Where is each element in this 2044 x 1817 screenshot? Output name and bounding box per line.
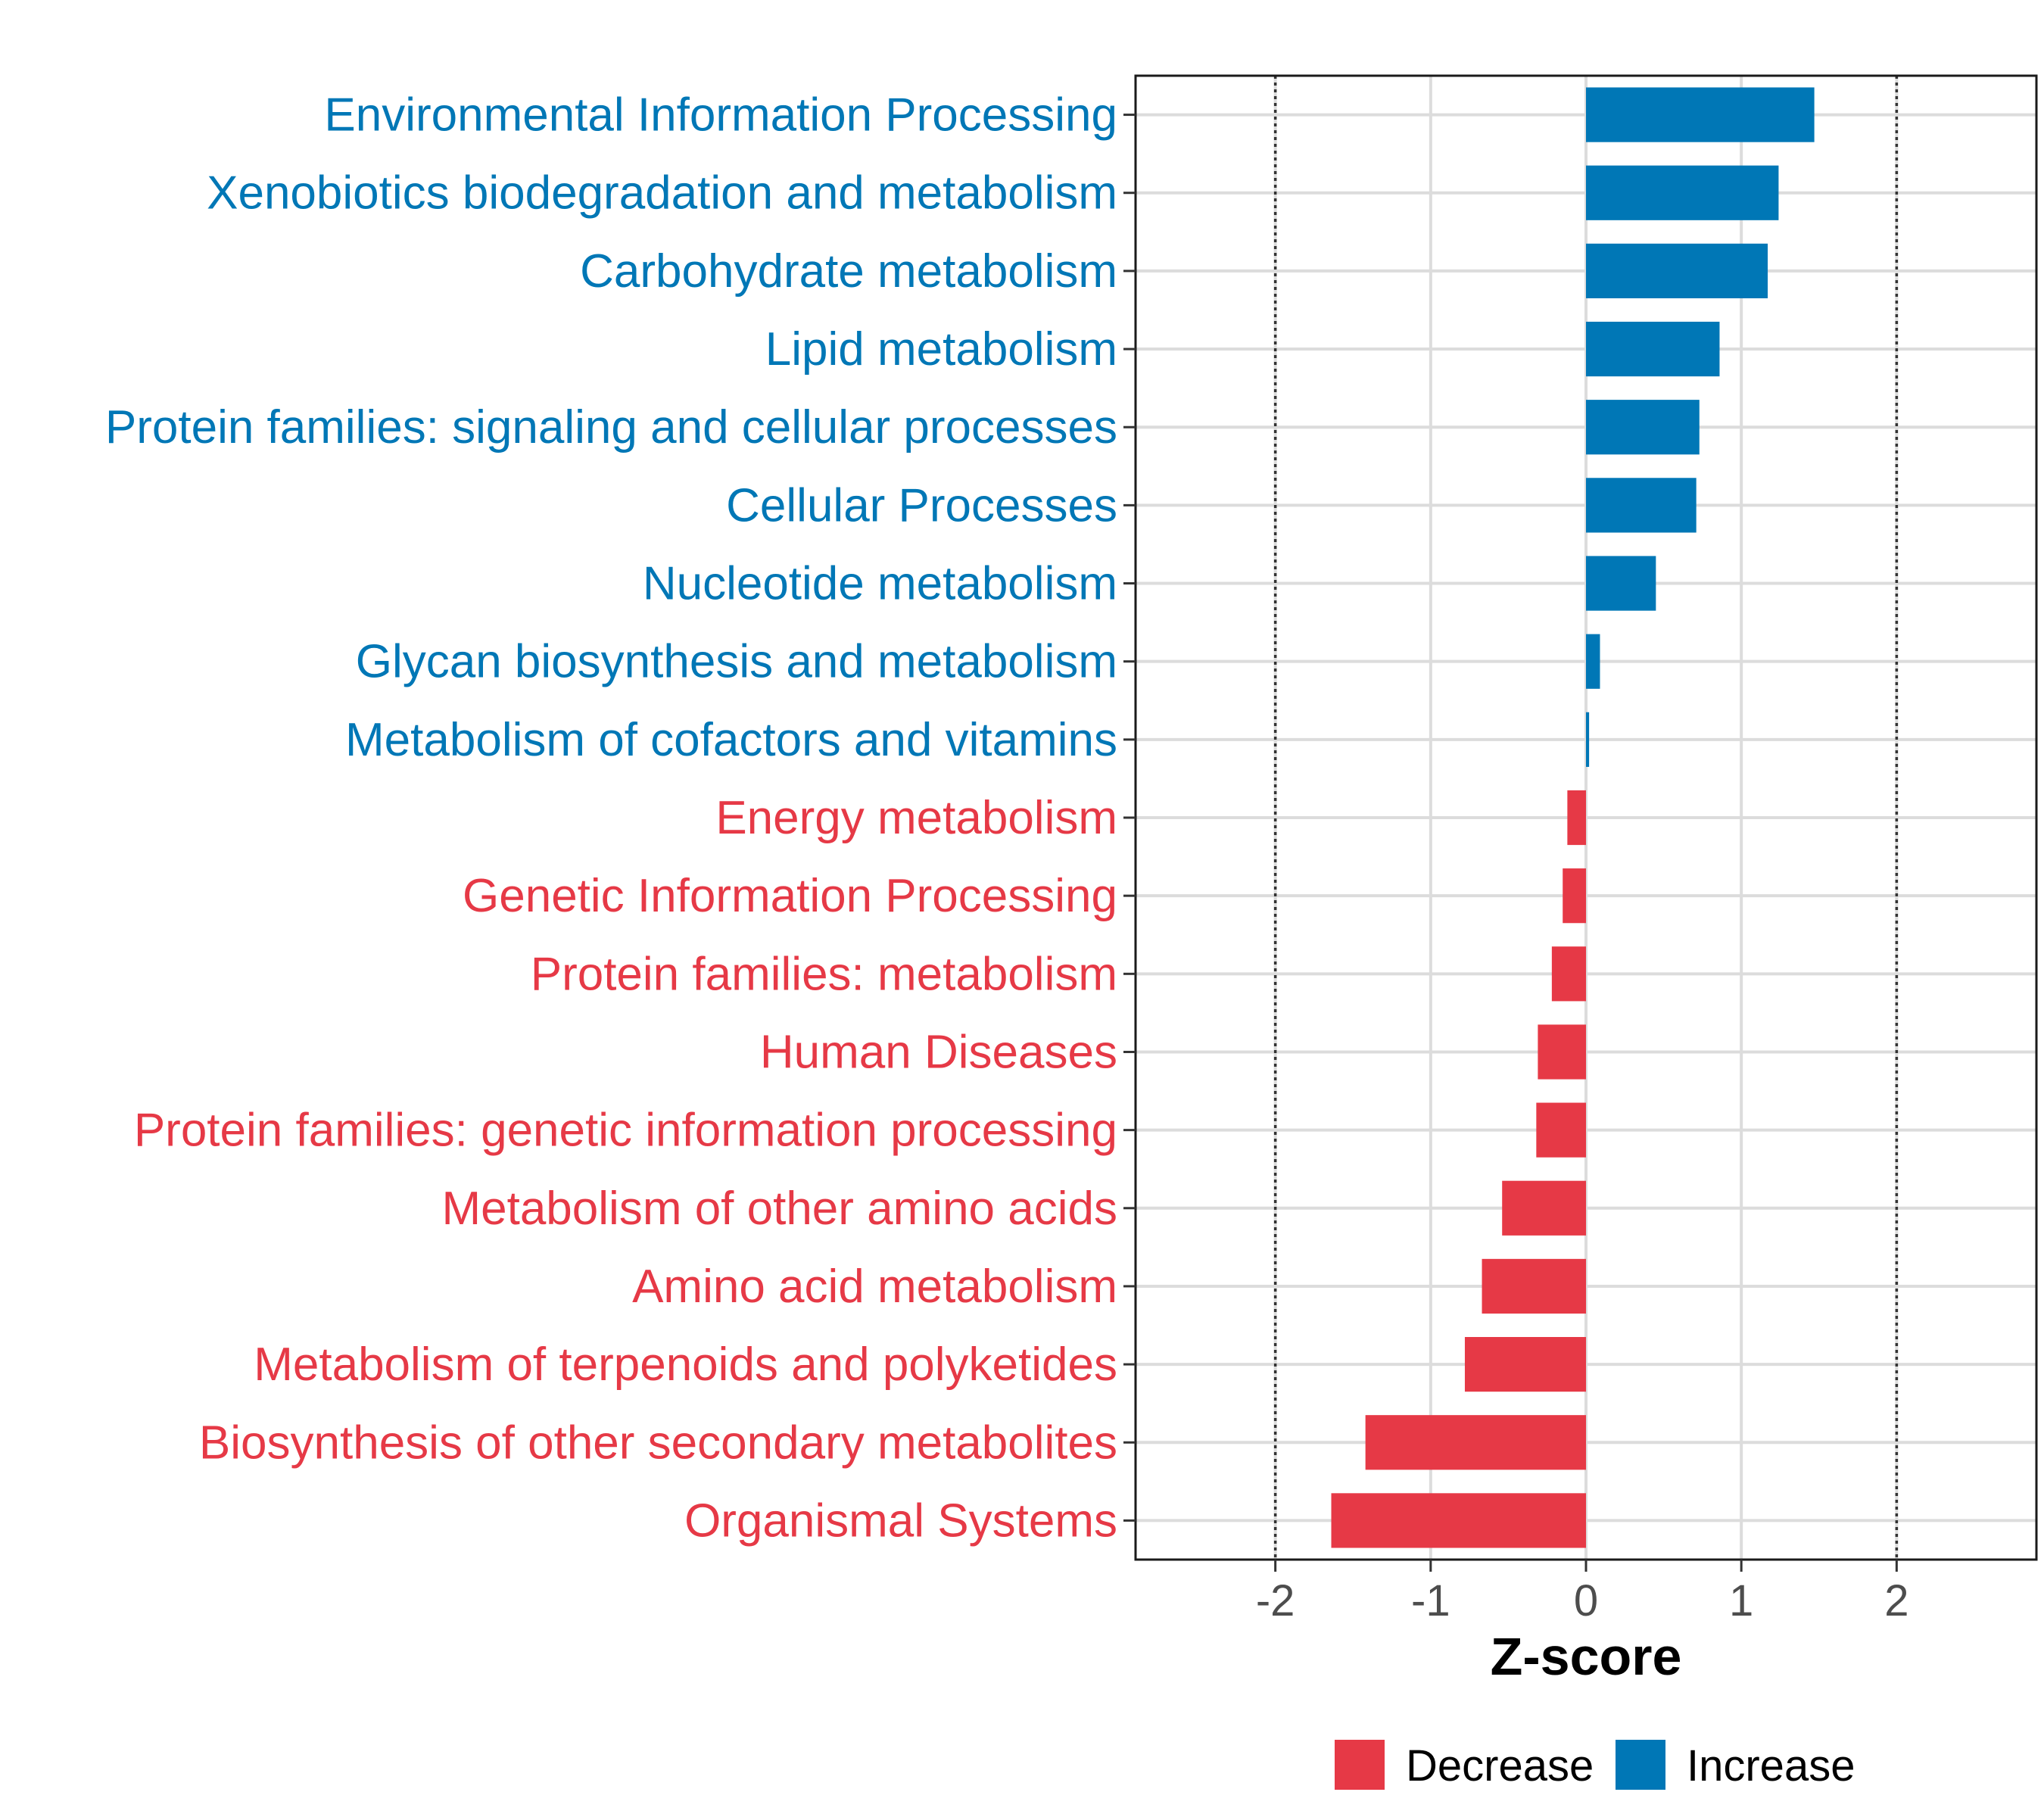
legend-swatch-decrease	[1335, 1740, 1385, 1790]
category-label: Glycan biosynthesis and metabolism	[356, 636, 1117, 688]
bar	[1536, 1102, 1586, 1158]
category-label: Human Diseases	[760, 1026, 1117, 1078]
bar	[1365, 1415, 1586, 1470]
reference-lines-layer	[1273, 76, 1899, 1560]
bar	[1586, 165, 1779, 220]
bar	[1586, 712, 1590, 767]
x-axis-ticks: -2 -1 0 1 2	[1256, 1560, 1908, 1625]
bar	[1586, 478, 1697, 533]
category-label: Organismal Systems	[684, 1494, 1117, 1547]
y-axis-ticks	[1123, 114, 1136, 1522]
bar	[1586, 321, 1720, 377]
legend: Decrease Increase	[1335, 1740, 1855, 1791]
category-label: Lipid metabolism	[765, 323, 1117, 376]
bar	[1586, 556, 1656, 611]
category-label: Protein families: metabolism	[531, 948, 1117, 1000]
category-label: Environmental Information Processing	[324, 89, 1117, 142]
bar	[1586, 400, 1700, 455]
category-label: Amino acid metabolism	[632, 1261, 1117, 1313]
legend-label-decrease: Decrease	[1406, 1741, 1594, 1791]
bar	[1563, 868, 1586, 924]
bars-layer	[1331, 87, 1815, 1548]
x-tick-label: 0	[1574, 1576, 1598, 1625]
category-label: Cellular Processes	[726, 479, 1117, 531]
category-label: Metabolism of terpenoids and polyketides	[254, 1339, 1117, 1391]
bar	[1551, 946, 1586, 1002]
bar	[1482, 1258, 1586, 1314]
x-tick-label: -2	[1256, 1576, 1295, 1625]
bar	[1331, 1493, 1586, 1548]
category-label: Xenobiotics biodegradation and metabolis…	[207, 167, 1117, 220]
x-tick-label: 1	[1729, 1576, 1753, 1625]
bar	[1586, 634, 1600, 689]
bar	[1586, 243, 1768, 298]
category-label: Protein families: genetic information pr…	[134, 1105, 1117, 1157]
bar	[1586, 87, 1815, 142]
category-label: Metabolism of cofactors and vitamins	[345, 714, 1117, 766]
bar	[1538, 1024, 1586, 1080]
category-label: Carbohydrate metabolism	[580, 245, 1117, 298]
legend-swatch-increase	[1616, 1740, 1665, 1790]
category-label: Protein families: signaling and cellular…	[105, 401, 1117, 453]
x-tick-label: 2	[1884, 1576, 1908, 1625]
bar	[1502, 1180, 1586, 1236]
x-tick-label: -1	[1411, 1576, 1450, 1625]
bar	[1464, 1337, 1586, 1392]
category-label: Metabolism of other amino acids	[441, 1183, 1117, 1235]
y-axis-labels: Environmental Information Processing Xeno…	[105, 89, 1117, 1547]
category-label: Genetic Information Processing	[463, 870, 1117, 922]
category-label: Nucleotide metabolism	[643, 558, 1117, 610]
category-label: Biosynthesis of other secondary metaboli…	[199, 1417, 1117, 1469]
bar	[1567, 790, 1586, 846]
x-axis-title: Z-score	[1491, 1627, 1682, 1686]
legend-label-increase: Increase	[1687, 1741, 1855, 1791]
category-label: Energy metabolism	[715, 792, 1117, 844]
